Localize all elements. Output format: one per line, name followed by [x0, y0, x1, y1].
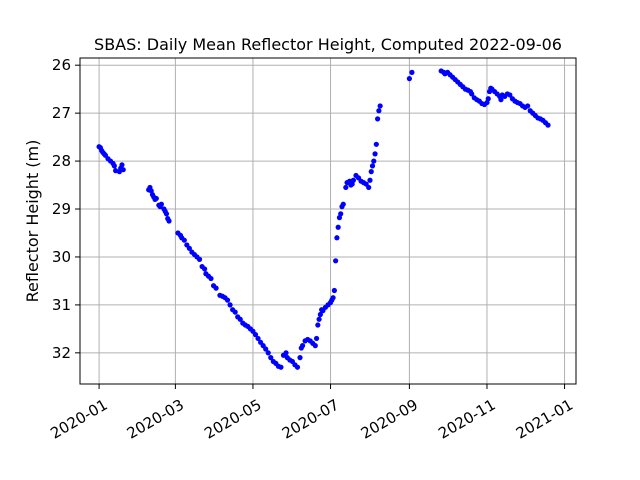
data-point — [316, 316, 322, 322]
data-point — [224, 297, 231, 303]
data-point — [153, 195, 159, 202]
y-tick-label: 26 — [52, 56, 71, 74]
data-point — [278, 364, 284, 370]
data-point — [334, 235, 340, 241]
data-point — [119, 162, 125, 168]
data-point — [350, 177, 357, 183]
data-point — [313, 335, 320, 342]
data-point — [406, 76, 412, 82]
data-point — [299, 343, 306, 349]
data-point — [265, 350, 271, 356]
data-point — [312, 343, 318, 349]
grid-lines — [80, 58, 576, 384]
data-point — [120, 167, 126, 173]
data-point — [545, 122, 551, 128]
data-point — [498, 97, 504, 103]
data-point — [331, 287, 337, 294]
data-point — [252, 332, 259, 338]
data-points — [96, 68, 551, 370]
y-tick-label: 28 — [52, 152, 71, 170]
data-point — [111, 163, 117, 169]
data-point — [485, 96, 491, 102]
data-point — [340, 201, 346, 207]
data-point — [377, 103, 383, 109]
data-point — [166, 218, 172, 224]
data-point — [376, 108, 382, 114]
data-point — [369, 163, 376, 169]
data-point — [335, 224, 341, 230]
chart-title: SBAS: Daily Mean Reflector Height, Compu… — [94, 35, 562, 54]
data-point — [469, 91, 475, 97]
data-point — [237, 316, 243, 322]
data-point — [343, 184, 349, 191]
data-point — [294, 364, 301, 370]
y-tick-label: 27 — [52, 104, 71, 122]
data-point — [158, 201, 164, 207]
data-point — [368, 169, 374, 175]
data-point — [338, 211, 344, 217]
data-point — [227, 302, 233, 308]
data-point — [409, 69, 415, 75]
data-point — [366, 184, 372, 191]
data-point — [330, 295, 336, 301]
y-tick-label: 30 — [52, 248, 71, 266]
data-point — [268, 355, 274, 361]
y-tick-label: 31 — [52, 296, 71, 314]
data-point — [367, 177, 373, 183]
data-point — [202, 266, 208, 272]
data-point — [297, 355, 303, 361]
data-point — [507, 92, 513, 98]
y-tick-label: 32 — [52, 344, 71, 362]
data-point — [163, 211, 170, 217]
data-point — [371, 158, 377, 164]
data-point — [181, 237, 187, 243]
y-tick-label: 29 — [52, 200, 71, 218]
data-point — [283, 350, 289, 356]
data-point — [255, 335, 261, 342]
data-point — [213, 285, 219, 291]
data-point — [375, 116, 381, 122]
data-point — [372, 151, 378, 157]
plot-frame — [79, 57, 577, 385]
data-point — [315, 322, 321, 328]
data-point — [525, 103, 531, 109]
data-point — [196, 256, 203, 262]
data-point — [186, 245, 192, 251]
data-point — [263, 346, 269, 352]
data-point — [373, 141, 379, 147]
data-point — [317, 311, 323, 318]
data-point — [232, 309, 238, 315]
data-point — [208, 275, 214, 282]
y-axis: 26 27 28 29 30 31 32 — [52, 56, 80, 362]
data-point — [333, 258, 339, 264]
y-axis-label: Reflector Height (m) — [23, 140, 42, 303]
